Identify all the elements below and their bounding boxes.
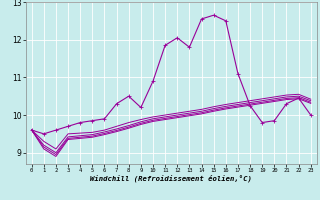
X-axis label: Windchill (Refroidissement éolien,°C): Windchill (Refroidissement éolien,°C) [90,175,252,182]
